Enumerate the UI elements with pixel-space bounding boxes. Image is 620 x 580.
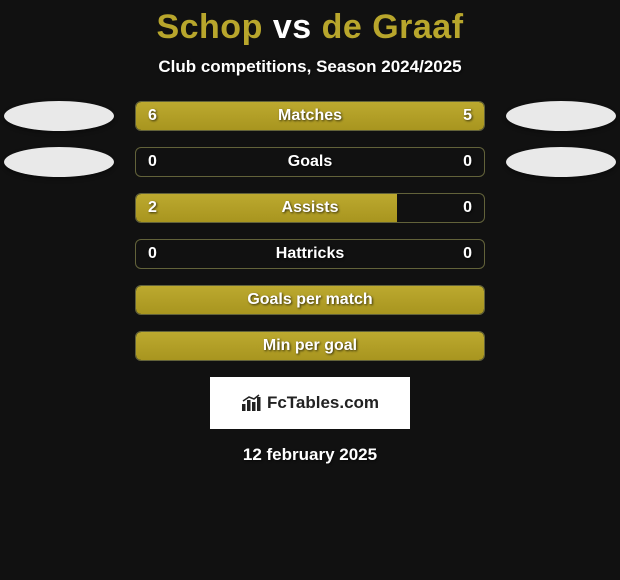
stat-bar: Min per goal: [135, 331, 485, 361]
comparison-title: Schop vs de Graaf: [0, 0, 620, 47]
stat-row: 0 0 Hattricks: [0, 239, 620, 269]
stat-value-left: 0: [148, 245, 157, 263]
bar-fill-left: [136, 194, 397, 222]
stat-value-right: 0: [463, 153, 472, 171]
stat-label: Matches: [278, 107, 342, 125]
stat-row: Goals per match: [0, 285, 620, 315]
stat-value-right: 0: [463, 199, 472, 217]
stat-value-left: 6: [148, 107, 157, 125]
stat-value-left: 2: [148, 199, 157, 217]
subtitle: Club competitions, Season 2024/2025: [0, 57, 620, 77]
vs-text: vs: [273, 8, 312, 46]
stat-bar: 6 5 Matches: [135, 101, 485, 131]
stat-value-left: 0: [148, 153, 157, 171]
stat-bar: 0 0 Hattricks: [135, 239, 485, 269]
player1-name: Schop: [156, 8, 262, 46]
bar-fill-right: [326, 102, 484, 130]
chart-icon: [241, 394, 263, 412]
date-text: 12 february 2025: [0, 445, 620, 465]
stat-label: Assists: [282, 199, 339, 217]
stat-bar: Goals per match: [135, 285, 485, 315]
stat-bar: 0 0 Goals: [135, 147, 485, 177]
stat-row: 0 0 Goals: [0, 147, 620, 177]
stat-row: Min per goal: [0, 331, 620, 361]
stat-bar: 2 0 Assists: [135, 193, 485, 223]
stat-value-right: 5: [463, 107, 472, 125]
brand-text: FcTables.com: [267, 393, 379, 413]
stat-row: 6 5 Matches: [0, 101, 620, 131]
stats-container: 6 5 Matches 0 0 Goals 2 0 Assists 0 0 Hattricks Goal…: [0, 101, 620, 361]
player1-badge: [4, 147, 114, 177]
player1-badge: [4, 101, 114, 131]
player2-badge: [506, 147, 616, 177]
stat-label: Goals: [288, 153, 332, 171]
stat-row: 2 0 Assists: [0, 193, 620, 223]
player2-name: de Graaf: [322, 8, 464, 46]
stat-label: Min per goal: [263, 337, 357, 355]
stat-value-right: 0: [463, 245, 472, 263]
player2-badge: [506, 101, 616, 131]
brand-box: FcTables.com: [210, 377, 410, 429]
stat-label: Goals per match: [247, 291, 372, 309]
stat-label: Hattricks: [276, 245, 344, 263]
